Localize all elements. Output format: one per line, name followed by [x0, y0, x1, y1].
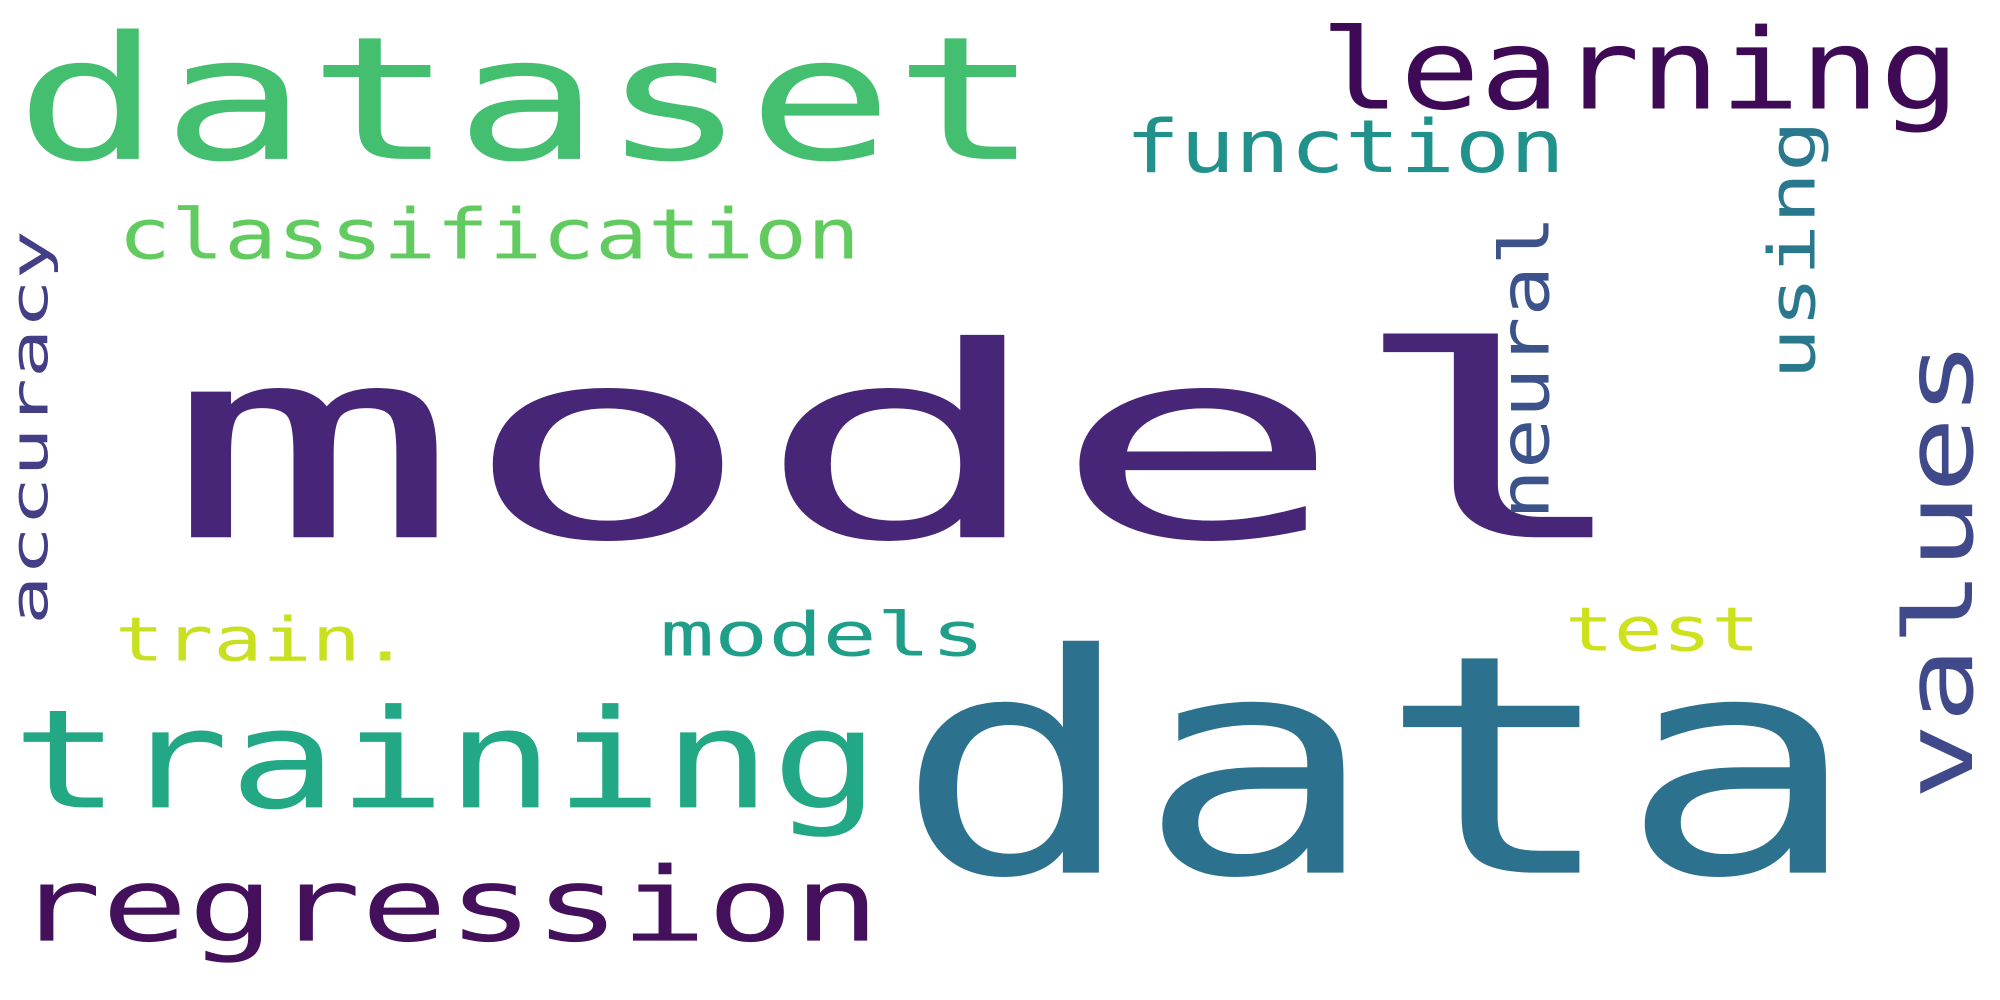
word-function: function — [1125, 104, 1565, 190]
word-train: train. — [115, 604, 410, 674]
word-training: training — [12, 680, 880, 840]
word-classification: classification — [118, 195, 860, 275]
word-data: data — [895, 590, 1860, 946]
word-models: models — [660, 601, 985, 671]
word-regression: regression — [15, 846, 880, 965]
word-neural: neural — [1486, 215, 1566, 520]
word-test: test — [1565, 595, 1760, 665]
word-learning: learning — [1320, 5, 1960, 135]
word-values: values — [1885, 340, 1994, 800]
word-dataset: dataset — [15, 0, 1040, 200]
word-using: using — [1755, 120, 1830, 380]
word-model: model — [165, 290, 1640, 600]
word-accuracy: accuracy — [1, 230, 60, 625]
